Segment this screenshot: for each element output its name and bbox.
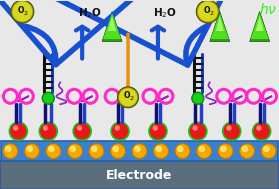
Circle shape xyxy=(155,146,162,152)
Circle shape xyxy=(196,0,219,23)
Text: 2: 2 xyxy=(209,11,213,15)
Polygon shape xyxy=(103,13,121,39)
Polygon shape xyxy=(256,16,264,31)
Polygon shape xyxy=(102,12,122,41)
FancyArrowPatch shape xyxy=(0,0,189,65)
Circle shape xyxy=(132,144,147,159)
Circle shape xyxy=(193,125,198,131)
Circle shape xyxy=(198,146,205,152)
Polygon shape xyxy=(210,12,230,41)
Text: 2: 2 xyxy=(24,11,28,15)
Circle shape xyxy=(189,122,207,140)
Circle shape xyxy=(153,125,158,131)
FancyBboxPatch shape xyxy=(0,161,279,189)
Circle shape xyxy=(112,146,119,152)
Circle shape xyxy=(39,122,57,140)
Text: $h\nu$: $h\nu$ xyxy=(259,2,277,17)
Circle shape xyxy=(11,0,34,23)
Circle shape xyxy=(119,88,137,106)
Text: Electrode: Electrode xyxy=(106,169,173,182)
Polygon shape xyxy=(211,13,229,39)
Circle shape xyxy=(12,2,32,22)
Circle shape xyxy=(89,144,104,159)
Circle shape xyxy=(43,125,48,131)
Circle shape xyxy=(91,146,98,152)
Text: 2: 2 xyxy=(129,96,134,101)
Circle shape xyxy=(175,144,190,159)
Text: O: O xyxy=(18,5,25,15)
Circle shape xyxy=(134,146,141,152)
Circle shape xyxy=(111,122,129,140)
Circle shape xyxy=(13,125,18,131)
Circle shape xyxy=(177,146,184,152)
Text: H$_2$O: H$_2$O xyxy=(153,7,177,20)
FancyArrowPatch shape xyxy=(30,0,268,65)
Circle shape xyxy=(263,146,270,152)
Circle shape xyxy=(110,144,126,159)
Text: H$_2$O: H$_2$O xyxy=(78,7,102,20)
Circle shape xyxy=(192,92,204,104)
Circle shape xyxy=(48,146,55,152)
Circle shape xyxy=(261,144,276,159)
Circle shape xyxy=(42,92,54,104)
Polygon shape xyxy=(216,16,224,31)
Text: O: O xyxy=(204,5,210,15)
Circle shape xyxy=(220,146,227,152)
Circle shape xyxy=(5,146,11,152)
Circle shape xyxy=(73,122,91,140)
Circle shape xyxy=(198,2,218,22)
Circle shape xyxy=(253,122,271,140)
Circle shape xyxy=(9,122,27,140)
Circle shape xyxy=(218,144,233,159)
Bar xyxy=(1,141,278,161)
Circle shape xyxy=(256,125,262,131)
Circle shape xyxy=(115,125,120,131)
Circle shape xyxy=(153,144,169,159)
Circle shape xyxy=(77,125,82,131)
Circle shape xyxy=(3,144,18,159)
Polygon shape xyxy=(250,12,270,41)
Circle shape xyxy=(69,146,76,152)
Polygon shape xyxy=(251,13,269,39)
Polygon shape xyxy=(108,16,116,31)
Circle shape xyxy=(223,122,241,140)
Circle shape xyxy=(149,122,167,140)
Text: O: O xyxy=(124,91,130,100)
Circle shape xyxy=(68,144,82,159)
Circle shape xyxy=(117,87,138,108)
Circle shape xyxy=(26,146,33,152)
Circle shape xyxy=(226,125,232,131)
Circle shape xyxy=(242,146,248,152)
Circle shape xyxy=(197,144,211,159)
Circle shape xyxy=(46,144,61,159)
Circle shape xyxy=(240,144,254,159)
Circle shape xyxy=(25,144,39,159)
